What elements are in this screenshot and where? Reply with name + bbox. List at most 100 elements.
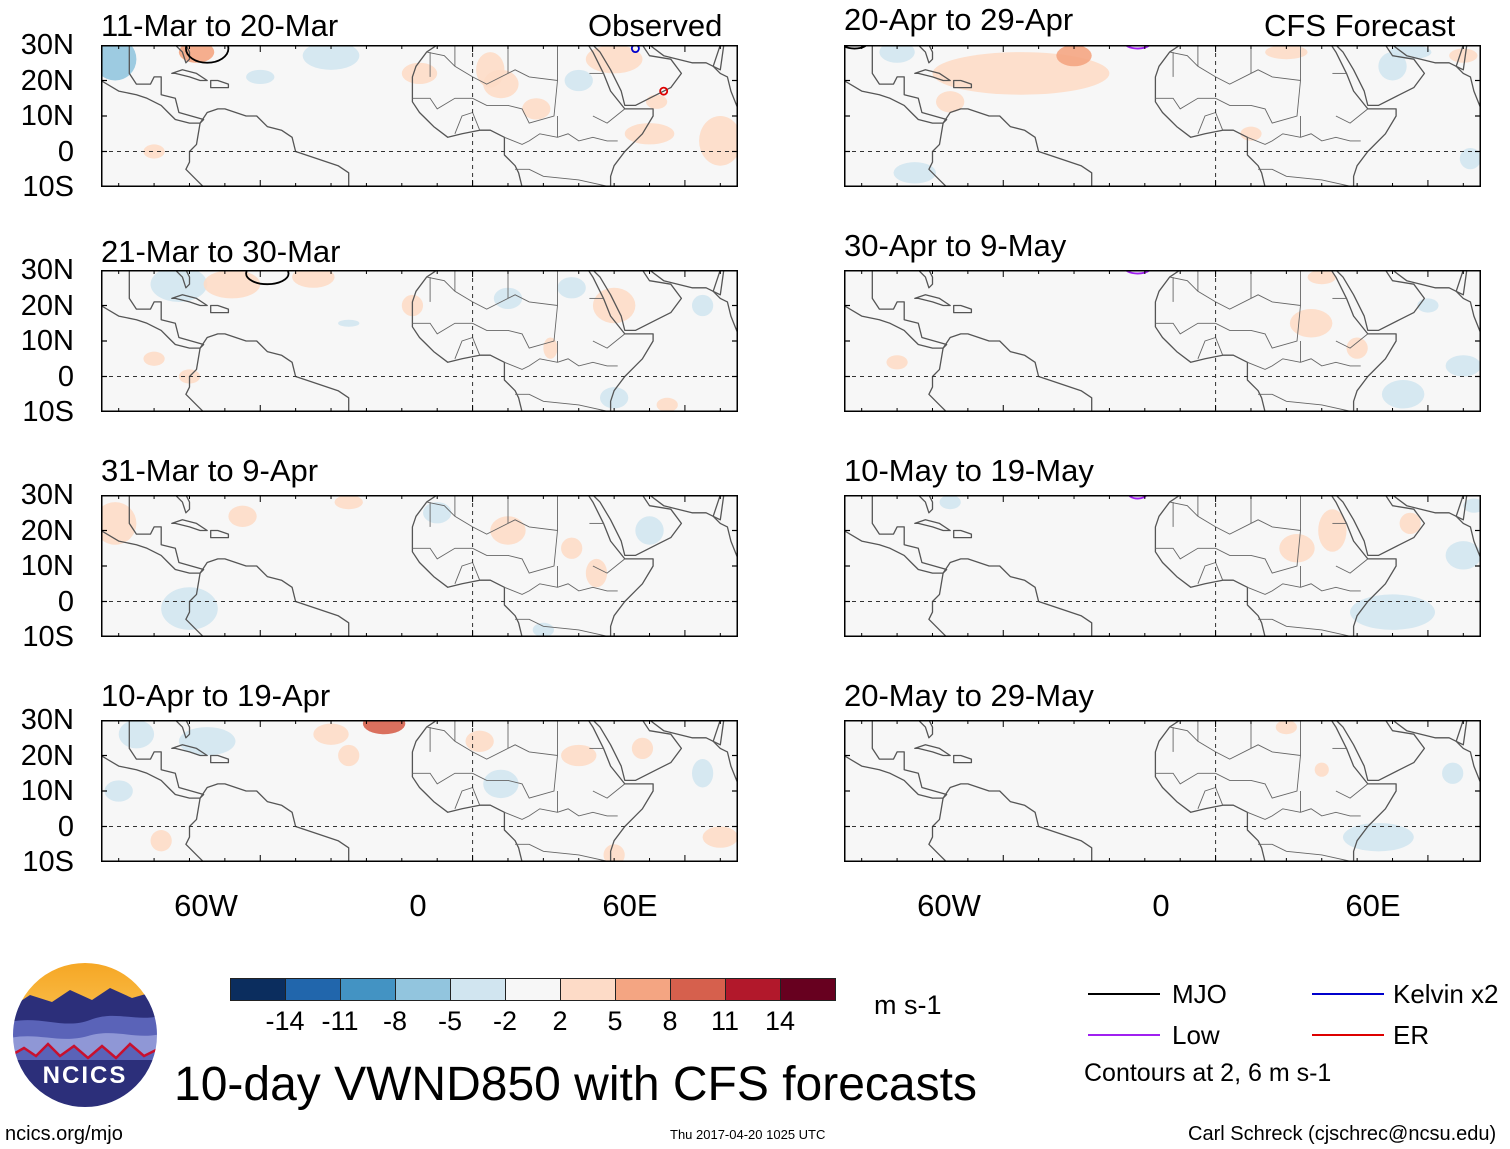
colorbar-swatch [505,978,561,1001]
coastline [174,45,191,64]
wind-anomaly-region [292,270,335,288]
coastline [953,754,973,764]
lat-label: 20N [20,290,74,322]
country-border [1169,495,1301,535]
lat-label: 10S [22,171,74,203]
coastline [928,108,1093,187]
kelvin-legend-label: Kelvin x2 [1393,979,1499,1009]
low-legend-label: Low [1172,1020,1220,1050]
map-panel-observed-3 [101,495,738,637]
lon-label-left-60w: 60W [174,888,238,923]
coastline [101,45,205,124]
lat-label: 10S [22,621,74,653]
coastline [210,754,230,764]
er-legend-line [1312,1034,1384,1036]
coastline [210,79,230,89]
wind-anomaly-region [1240,126,1262,141]
map-panel-forecast-1 [844,45,1481,187]
wind-anomaly-region [893,162,937,184]
lon-label-left-60e: 60E [602,888,658,923]
country-border [504,808,618,820]
wind-anomaly-region [228,505,257,527]
lat-label: 30N [20,704,74,736]
wind-anomaly-region [1399,512,1421,535]
lat-label: 0 [57,136,74,168]
coastline [928,558,1093,637]
coastline [411,270,654,412]
wind-anomaly-region [1442,762,1464,784]
colorbar-swatch [780,978,836,1001]
coastline [641,270,725,296]
country-border [515,843,611,862]
wind-anomaly-region [178,727,236,756]
coastline [1335,270,1426,332]
ncics-logo: NCICS [11,961,159,1109]
colorbar-tick-label: -5 [437,1006,462,1036]
coastline [1154,720,1397,862]
wind-anomaly-region [1314,762,1329,777]
coastline [592,270,683,332]
wind-anomaly-region [118,720,155,749]
coastline [1335,495,1426,557]
wind-anomaly-region [338,319,360,327]
logo-text: NCICS [43,1062,128,1089]
wind-anomaly-region [1275,720,1297,735]
coastline [928,783,1093,862]
wind-anomaly-region [656,397,678,412]
coastline [1154,270,1397,412]
coastline [712,495,738,561]
low-legend-line [1088,1034,1160,1036]
wind-anomaly-region [313,723,349,745]
coastline [1455,720,1481,786]
country-border [1155,305,1301,349]
colorbar-swatch [285,978,341,1001]
footer-url: ncics.org/mjo [5,1123,123,1145]
country-border [1197,336,1224,359]
country-border [454,786,481,809]
country-border [515,168,611,187]
wind-anomaly-region [203,270,261,299]
country-border [515,393,611,412]
coastline [185,783,350,862]
country-border [1335,783,1369,799]
wind-anomaly-region [150,270,208,302]
mjo-legend-label: MJO [1172,979,1227,1009]
coastline [844,720,948,799]
coastline [411,720,654,862]
panel-title-forecast-2: 30-Apr to 9-May [844,228,1067,263]
wind-anomaly-region [423,502,452,524]
coastline [1384,495,1468,521]
mjo-legend-line [1088,993,1160,995]
wind-anomaly-region [1307,270,1336,285]
wind-anomaly-region [585,45,643,74]
wind-anomaly-region [879,45,915,63]
wind-anomaly-region [699,116,738,166]
coastline [712,45,738,111]
wind-anomaly-region [691,759,714,788]
country-border [504,133,618,145]
wind-anomaly-region [592,287,636,324]
coastline [592,495,683,557]
wind-anomaly-region [401,62,438,85]
lat-label: 0 [57,586,74,618]
map-background [844,270,1481,412]
coastline [101,495,205,574]
wind-anomaly-region [246,69,275,85]
country-border [1335,108,1369,124]
coastline [174,495,191,514]
lat-label: 10S [22,846,74,878]
country-border [1258,393,1354,412]
coastline [174,270,191,289]
lat-label: 30N [20,479,74,511]
wind-anomaly-region [302,45,360,70]
coastline [712,270,738,336]
coastline [185,558,350,637]
country-border [1258,843,1354,862]
wind-anomaly-region [465,730,494,752]
lat-label: 20N [20,65,74,97]
country-border [1247,358,1361,370]
map-panel-observed-2 [101,270,738,412]
country-border [1155,755,1301,799]
country-border [592,558,626,574]
country-border [426,495,558,535]
